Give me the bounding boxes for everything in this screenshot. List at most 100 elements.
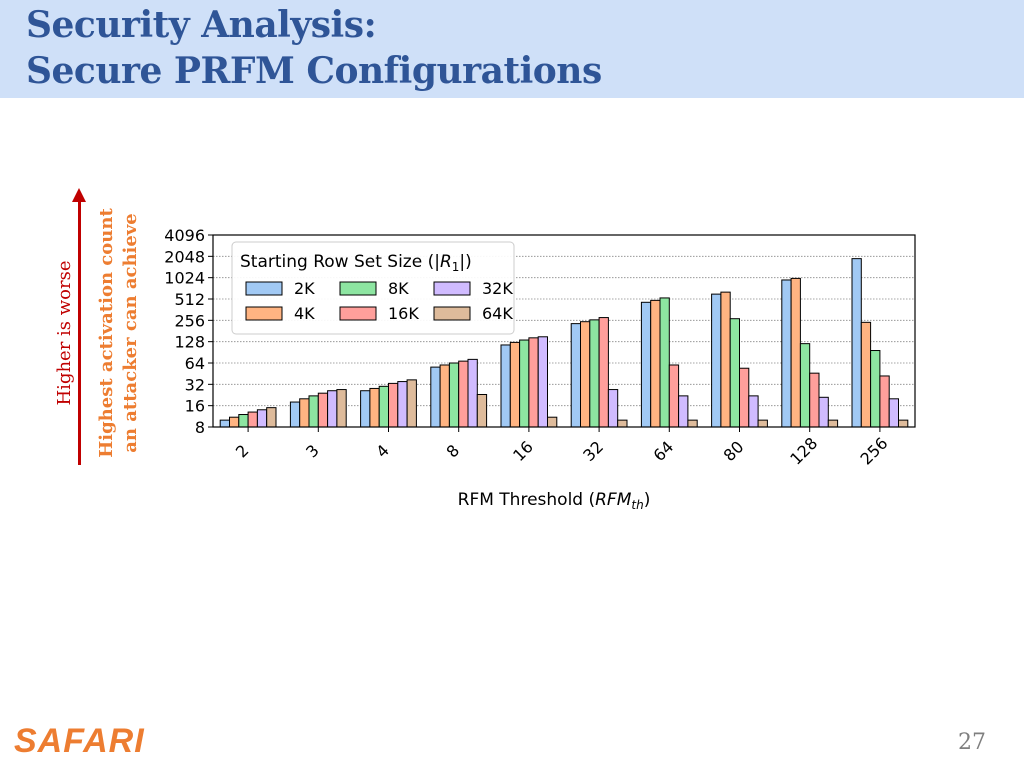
y-tick-label: 4096 xyxy=(164,226,205,245)
bar-32K-64 xyxy=(678,395,689,428)
legend-label-2K: 2K xyxy=(294,279,315,298)
bar-32K-2 xyxy=(256,409,268,428)
bar-16K-128 xyxy=(809,372,820,428)
legend-label-8K: 8K xyxy=(388,279,409,298)
safari-logo: SAFARI xyxy=(14,722,145,760)
x-tick-label: 256 xyxy=(856,434,891,469)
bar-64K-4 xyxy=(406,379,417,428)
bar-64K-80 xyxy=(757,419,768,428)
bar-8K-80 xyxy=(729,318,741,428)
legend-swatch-64K xyxy=(433,306,471,321)
y-tick-label: 512 xyxy=(174,290,205,309)
y-tick-label: 256 xyxy=(174,311,205,330)
legend-label-32K: 32K xyxy=(482,279,513,298)
bar-16K-3 xyxy=(317,392,329,428)
bar-64K-32 xyxy=(617,419,628,428)
x-tick-label: 32 xyxy=(579,437,607,465)
bar-16K-2 xyxy=(247,411,258,428)
x-tick-label: 80 xyxy=(720,437,748,465)
legend-swatch-4K xyxy=(245,306,283,321)
slide-title-line1: Security Analysis: xyxy=(26,4,377,46)
legend-title: Starting Row Set Size (|R1|) xyxy=(240,252,472,274)
legend-label-16K: 16K xyxy=(388,304,419,323)
bar-2K-8 xyxy=(430,366,441,428)
bar-4K-64 xyxy=(650,299,661,428)
rfm-threshold-bar-chart: 8 16 32 64 128 256 512 1024 2048 4096 2 3 4 8 16 32 64 80… xyxy=(164,226,916,512)
bar-16K-256 xyxy=(879,375,890,428)
bar-4K-16 xyxy=(509,341,521,428)
bar-2K-80 xyxy=(711,293,722,428)
bar-2K-4 xyxy=(360,390,371,428)
bar-64K-3 xyxy=(336,389,347,428)
bar-64K-8 xyxy=(476,393,488,428)
bar-4K-128 xyxy=(790,277,801,428)
bar-32K-8 xyxy=(467,358,478,428)
bar-8K-4 xyxy=(378,385,389,428)
bar-32K-16 xyxy=(537,336,549,428)
bar-64K-256 xyxy=(898,419,909,428)
activation-count-label-line1: Highest activation count xyxy=(96,208,117,458)
y-tick-label: 1024 xyxy=(164,269,205,288)
legend-label-4K: 4K xyxy=(294,304,315,323)
y-tick-label: 2048 xyxy=(164,247,205,266)
slide-title-line2: Secure PRFM Configurations xyxy=(26,50,602,92)
bar-4K-4 xyxy=(369,387,380,428)
y-tick-label: 16 xyxy=(185,397,205,416)
x-tick-label: 64 xyxy=(649,437,677,465)
x-tick-label: 128 xyxy=(786,434,821,469)
bar-8K-8 xyxy=(448,362,460,428)
bar-64K-16 xyxy=(547,416,558,428)
plot-frame xyxy=(212,234,916,428)
legend-swatch-16K xyxy=(339,306,377,321)
bar-8K-64 xyxy=(659,297,670,428)
bar-4K-2 xyxy=(229,416,240,428)
bar-8K-32 xyxy=(589,319,600,428)
legend-swatch-8K xyxy=(339,281,377,296)
bar-4K-80 xyxy=(720,291,731,428)
bar-2K-3 xyxy=(289,401,301,428)
bar-8K-16 xyxy=(519,339,530,428)
bar-64K-64 xyxy=(687,419,698,428)
bar-32K-80 xyxy=(748,395,759,428)
bar-2K-32 xyxy=(570,323,582,428)
bar-2K-16 xyxy=(500,344,511,428)
x-tick-label: 16 xyxy=(509,437,537,465)
bar-64K-2 xyxy=(266,407,277,428)
y-tick-label: 64 xyxy=(185,354,205,373)
y-tick-label: 128 xyxy=(174,333,205,352)
bar-32K-32 xyxy=(607,389,619,428)
bar-32K-128 xyxy=(818,396,829,428)
page-number: 27 xyxy=(958,730,986,755)
bar-8K-256 xyxy=(870,350,881,428)
bar-32K-256 xyxy=(888,398,900,428)
x-tick-label: 8 xyxy=(442,441,463,462)
y-tick-label: 32 xyxy=(185,375,205,394)
bar-64K-128 xyxy=(827,419,839,428)
bar-32K-4 xyxy=(397,381,408,428)
bar-4K-256 xyxy=(860,321,872,428)
bar-4K-8 xyxy=(439,364,450,428)
legend-label-64K: 64K xyxy=(482,304,513,323)
bar-8K-128 xyxy=(799,343,811,428)
bar-16K-4 xyxy=(388,382,399,428)
higher-is-worse-label: Higher is worse xyxy=(54,260,75,406)
legend-swatch-2K xyxy=(245,281,283,296)
bar-16K-32 xyxy=(598,317,609,428)
slide-header: Security Analysis: Secure PRFM Configura… xyxy=(0,0,1024,98)
x-tick-label: 3 xyxy=(302,441,323,462)
bar-4K-32 xyxy=(580,321,591,428)
legend-swatch-32K xyxy=(433,281,471,296)
up-arrow-shaft xyxy=(78,200,81,465)
up-arrow-icon xyxy=(72,188,86,202)
bar-16K-8 xyxy=(458,360,469,428)
x-tick-label: 2 xyxy=(232,441,253,462)
y-tick-label: 8 xyxy=(195,418,205,437)
bar-8K-2 xyxy=(238,414,249,428)
bar-16K-16 xyxy=(528,337,539,428)
x-axis-label: RFM Threshold (RFMth) xyxy=(458,490,651,512)
x-tick-label: 4 xyxy=(372,441,393,462)
bar-8K-3 xyxy=(308,395,319,428)
bar-2K-256 xyxy=(851,258,862,428)
bar-4K-3 xyxy=(299,398,310,428)
bar-2K-2 xyxy=(219,419,230,428)
